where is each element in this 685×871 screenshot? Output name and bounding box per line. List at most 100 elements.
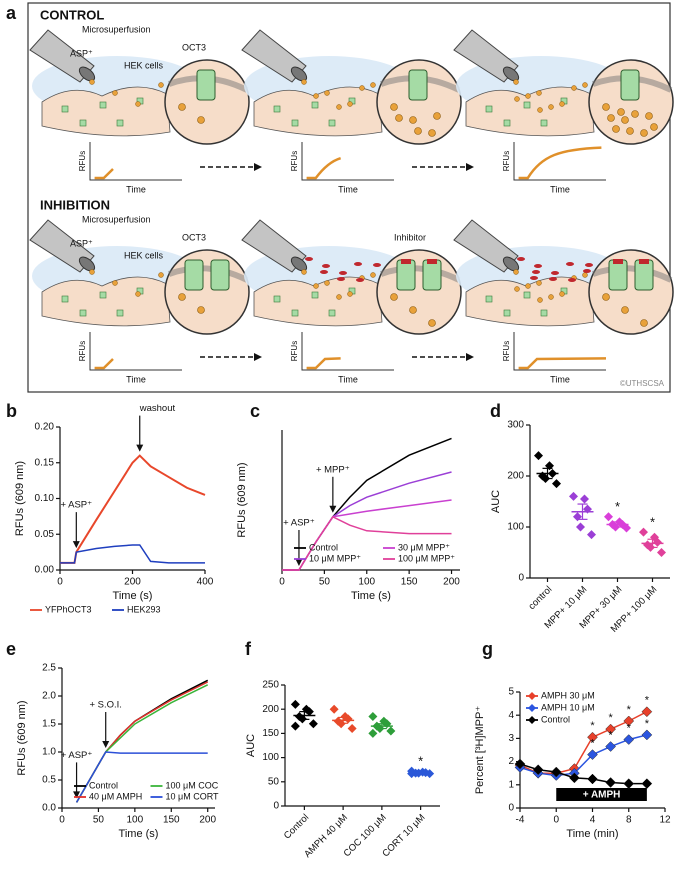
solute-particle bbox=[513, 269, 519, 275]
series-line bbox=[75, 751, 208, 803]
x-tick-label: 4 bbox=[590, 815, 596, 826]
inhibitor-particle bbox=[549, 277, 557, 281]
data-point bbox=[347, 724, 357, 734]
data-point bbox=[622, 523, 631, 533]
data-point bbox=[368, 711, 378, 721]
membrane-protein bbox=[503, 119, 511, 127]
annotation-arrowhead bbox=[73, 791, 81, 799]
inhibitor-particle bbox=[322, 264, 330, 268]
y-tick-label: 5 bbox=[508, 687, 514, 698]
panel-a-frame bbox=[27, 2, 671, 393]
membrane-protein bbox=[99, 101, 107, 109]
inhibitor-particle bbox=[320, 270, 328, 274]
solute-particle bbox=[582, 82, 588, 88]
solute-particle bbox=[537, 297, 543, 303]
marker bbox=[514, 758, 526, 770]
pipette bbox=[453, 219, 519, 273]
mini-curve bbox=[306, 156, 342, 180]
label: HEK cells bbox=[124, 250, 164, 260]
annotation-arrowhead bbox=[295, 559, 303, 566]
membrane bbox=[379, 265, 461, 283]
label: Inhibitor bbox=[394, 232, 426, 242]
solute-particle bbox=[582, 272, 588, 278]
solute-particle bbox=[313, 283, 319, 289]
significance: * bbox=[590, 738, 595, 750]
legend-marker bbox=[528, 716, 536, 724]
data-point bbox=[569, 491, 578, 501]
legend-label: 100 μM MPP⁺ bbox=[398, 553, 455, 563]
solute-particle bbox=[571, 85, 577, 91]
membrane-protein bbox=[485, 295, 493, 303]
solute-inside bbox=[607, 114, 615, 122]
panel-label: f bbox=[245, 639, 252, 659]
data-point bbox=[653, 537, 662, 547]
significance: * bbox=[615, 499, 620, 514]
data-point bbox=[604, 512, 613, 522]
membrane-protein bbox=[116, 119, 124, 127]
y-tick-label: 50 bbox=[268, 776, 280, 787]
y-tick-label: 100 bbox=[262, 752, 279, 763]
data-point bbox=[290, 699, 300, 709]
mini-ylabel: RFUs bbox=[290, 341, 299, 361]
significance: * bbox=[645, 718, 650, 730]
mini-xlabel: Time bbox=[338, 184, 358, 194]
solute-particle bbox=[158, 82, 164, 88]
solute-particle bbox=[513, 79, 519, 85]
marker bbox=[623, 734, 635, 745]
solute-inside bbox=[428, 319, 436, 327]
significance: * bbox=[650, 515, 655, 530]
data-point bbox=[552, 479, 561, 489]
inhibitor-particle bbox=[583, 269, 591, 273]
solute-particle bbox=[324, 90, 330, 96]
pipette bbox=[453, 29, 519, 83]
pipette-tip bbox=[502, 66, 520, 82]
solute-inside bbox=[197, 306, 205, 314]
mini-axes bbox=[301, 332, 394, 371]
membrane bbox=[167, 265, 249, 283]
marker bbox=[623, 715, 635, 727]
significance: * bbox=[418, 754, 423, 769]
pipette bbox=[29, 219, 95, 273]
y-axis-label: RFUs (609 nm) bbox=[16, 700, 28, 775]
y-tick-label: 0.05 bbox=[35, 529, 55, 540]
solute-particle bbox=[537, 107, 543, 113]
inhibitor-particle bbox=[530, 276, 538, 280]
mini-xlabel: Time bbox=[550, 374, 570, 384]
mini-curve bbox=[306, 357, 341, 370]
solute-inside bbox=[409, 116, 417, 124]
cell-zoom bbox=[164, 249, 250, 335]
y-tick-label: 0.10 bbox=[35, 493, 55, 504]
solute-particle bbox=[336, 294, 342, 300]
marker bbox=[623, 778, 635, 789]
cell-zoom bbox=[588, 249, 674, 335]
solute-inside bbox=[645, 112, 653, 120]
series-line bbox=[60, 544, 205, 564]
solute-inside bbox=[621, 116, 629, 124]
x-tick-label: 400 bbox=[197, 577, 214, 588]
transporter bbox=[396, 259, 416, 291]
inhibitor-particle bbox=[534, 264, 542, 268]
solute-inside bbox=[197, 116, 205, 124]
solute-inside bbox=[602, 293, 610, 301]
membrane-protein bbox=[311, 291, 319, 299]
y-tick-label: 1.0 bbox=[42, 747, 56, 758]
solute-particle bbox=[336, 104, 342, 110]
data-point bbox=[425, 769, 435, 779]
marker bbox=[550, 766, 562, 778]
x-tick-label: 200 bbox=[124, 577, 141, 588]
data-point bbox=[573, 512, 582, 522]
annotation-arrowhead bbox=[329, 505, 337, 513]
y-tick-label: 0.5 bbox=[42, 775, 56, 786]
membrane-protein bbox=[540, 309, 548, 317]
solute-inside bbox=[178, 293, 186, 301]
solute-inside bbox=[626, 127, 634, 135]
significance: * bbox=[645, 695, 650, 707]
x-tick-label: 50 bbox=[93, 815, 105, 826]
legend-label: 10 μM MPP⁺ bbox=[309, 553, 361, 563]
membrane-protein bbox=[273, 295, 281, 303]
marker bbox=[605, 741, 616, 752]
x-axis-label: Time (s) bbox=[351, 590, 391, 602]
x-tick-label: 0 bbox=[553, 815, 559, 826]
membrane-protein bbox=[291, 119, 299, 127]
